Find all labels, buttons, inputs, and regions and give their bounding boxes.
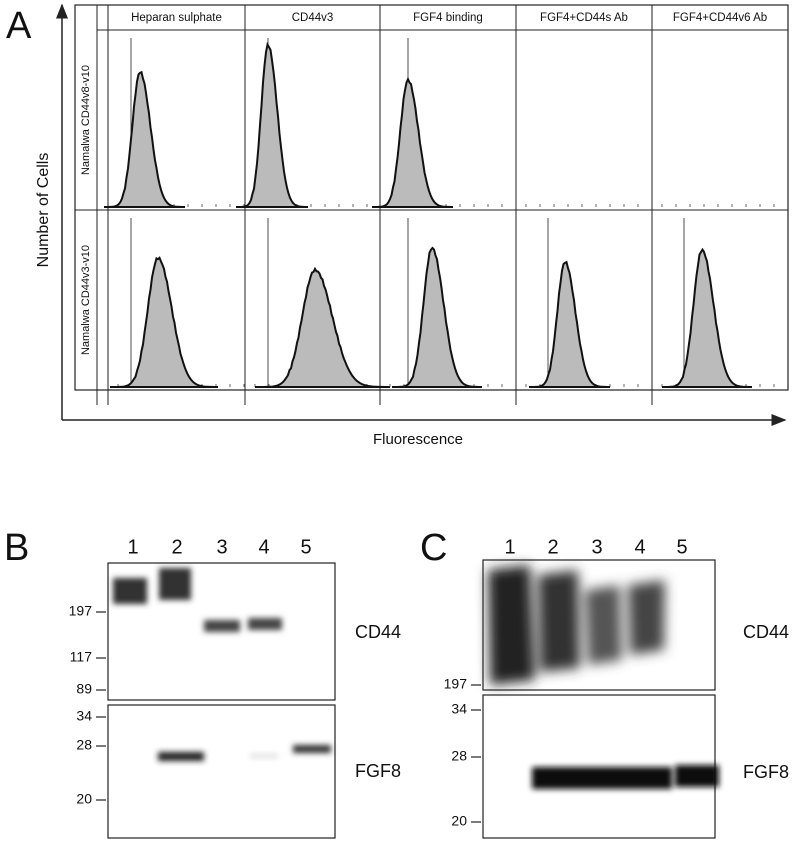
blot-label: FGF8 — [743, 762, 789, 782]
lane-label: 3 — [216, 536, 227, 558]
blot-frame — [482, 559, 716, 691]
row-label: Namalwa CD44v3-v10 — [80, 245, 92, 355]
blot-frame — [107, 704, 336, 839]
band — [580, 767, 626, 789]
blot-label: CD44 — [355, 622, 401, 642]
histogram — [662, 247, 752, 388]
marker-label: 34 — [76, 708, 92, 724]
lane-label: 2 — [547, 536, 558, 558]
panel-a: A Number of Cells Fluorescence Heparan s… — [6, 3, 789, 448]
histogram — [110, 256, 218, 388]
lane-label: 1 — [504, 536, 515, 558]
histogram — [255, 266, 390, 388]
marker-label: 197 — [69, 603, 93, 619]
band — [293, 745, 331, 753]
histogram — [236, 41, 308, 208]
band — [675, 765, 719, 787]
smear — [488, 565, 535, 685]
bands — [532, 765, 719, 789]
panel-label: B — [4, 527, 29, 569]
marker-label: 20 — [451, 813, 467, 829]
marker-label: 197 — [444, 676, 468, 692]
marker-label: 28 — [451, 748, 467, 764]
lane-label: 4 — [634, 536, 645, 558]
smear — [538, 570, 580, 672]
marker-label: 20 — [76, 791, 92, 807]
band — [113, 578, 147, 604]
column-header: CD44v3 — [292, 12, 334, 24]
histogram — [529, 260, 610, 388]
marker-label: 89 — [76, 681, 92, 697]
smears — [488, 565, 665, 685]
band — [158, 752, 204, 761]
smear — [585, 585, 622, 665]
grid-frame — [74, 4, 789, 391]
row-label: Namalwa CD44v8-v10 — [80, 65, 92, 175]
marker-label: 34 — [451, 701, 467, 717]
histogram — [104, 70, 185, 208]
band — [626, 767, 672, 789]
band — [532, 767, 580, 789]
band — [159, 568, 191, 600]
histogram — [372, 76, 453, 208]
panel-label: A — [6, 5, 32, 47]
band — [250, 754, 278, 758]
marker-label: 28 — [76, 737, 92, 753]
x-axis-title: Fluorescence — [373, 431, 463, 448]
band — [248, 618, 282, 630]
smear — [628, 580, 665, 655]
y-axis-title: Number of Cells — [35, 153, 52, 268]
lane-label: 2 — [171, 536, 182, 558]
panel-label: C — [420, 527, 447, 569]
histogram — [392, 246, 482, 388]
blot-frame — [107, 562, 336, 701]
column-header: FGF4+CD44s Ab — [540, 12, 628, 24]
lane-label: 4 — [258, 536, 269, 558]
lane-label: 5 — [300, 536, 311, 558]
column-header: FGF4 binding — [413, 12, 483, 24]
blot-label: CD44 — [743, 622, 789, 642]
bands — [113, 568, 331, 761]
lane-label: 5 — [676, 536, 687, 558]
lane-label: 1 — [127, 536, 138, 558]
lane-label: 3 — [591, 536, 602, 558]
band — [204, 620, 240, 632]
blot-label: FGF8 — [355, 761, 401, 781]
marker-label: 117 — [70, 649, 93, 665]
column-header: FGF4+CD44v6 Ab — [673, 12, 767, 24]
column-header: Heparan sulphate — [131, 12, 222, 24]
